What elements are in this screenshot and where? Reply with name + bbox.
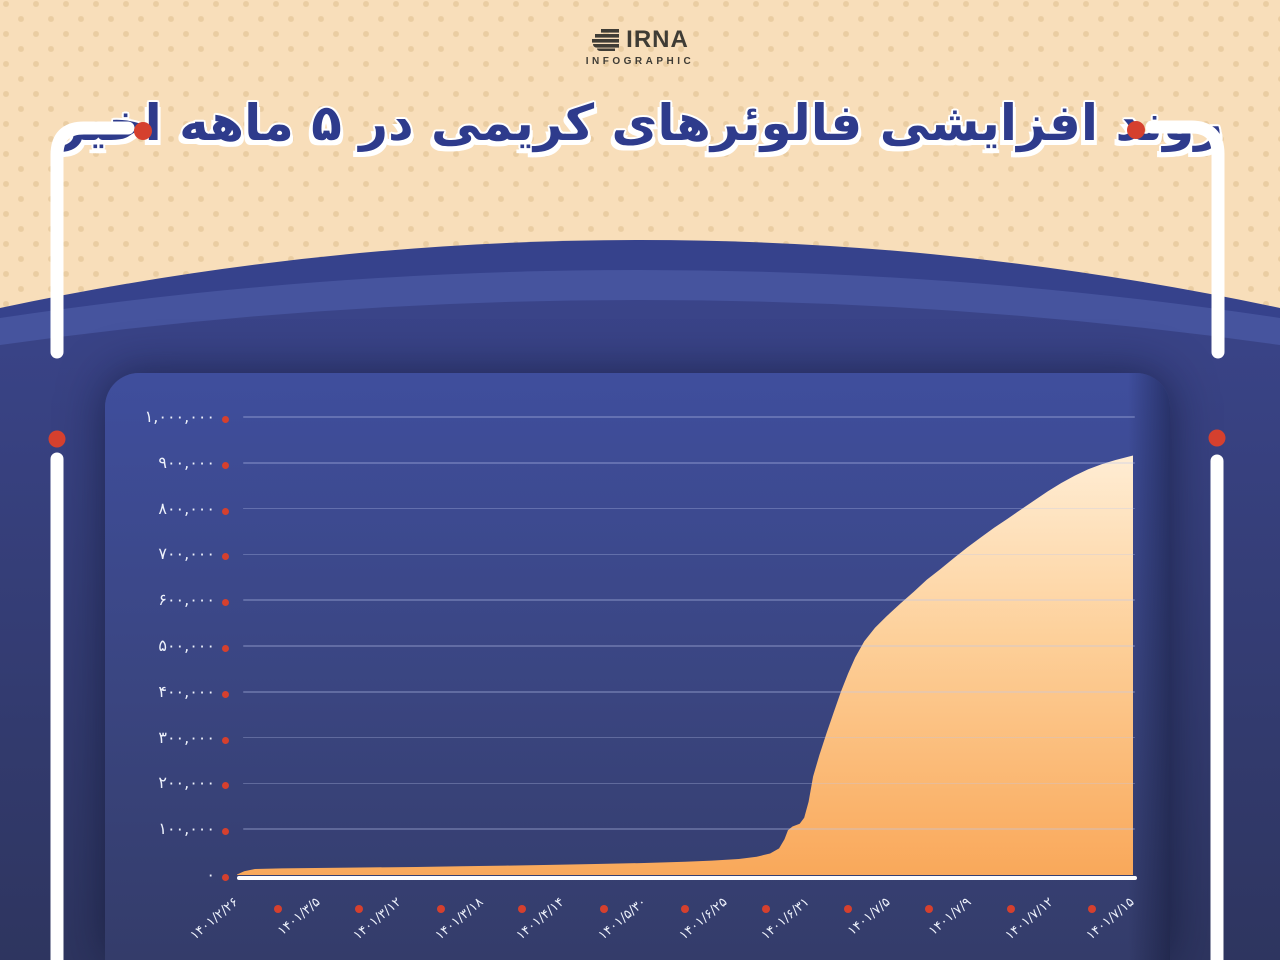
y-grid-line	[243, 782, 1135, 785]
y-grid-line	[243, 416, 1135, 418]
y-axis-label: ۹۰۰,۰۰۰	[158, 452, 215, 472]
y-grid-line	[243, 828, 1135, 830]
x-tick-dot	[925, 905, 934, 913]
y-axis-label: ۰	[206, 865, 215, 884]
x-axis-line	[237, 875, 1137, 880]
y-grid-line	[243, 462, 1135, 464]
y-grid-line	[243, 599, 1135, 601]
page-title: روند افزایشی فالوئرهای کریمی در ۵ ماهه ا…	[57, 94, 1223, 152]
y-tick-dot	[222, 782, 229, 790]
irna-logo: IRNA INFOGRAPHIC	[0, 26, 1280, 67]
y-tick-dot	[222, 690, 229, 698]
y-axis-label: ۳۰۰,۰۰۰	[158, 727, 215, 747]
x-tick-dot	[599, 905, 608, 913]
y-tick-dot	[222, 874, 229, 881]
y-axis-label: ۱,۰۰۰,۰۰۰	[144, 407, 215, 426]
x-tick-dot	[1088, 905, 1097, 913]
irna-logo-text: IRNA	[626, 26, 689, 53]
x-tick-dot	[1006, 905, 1015, 913]
title-left-dot	[134, 122, 152, 140]
y-axis-label: ۱۰۰,۰۰۰	[158, 819, 215, 839]
right-marker-dot	[1208, 429, 1226, 447]
x-tick-dot	[518, 905, 527, 913]
y-tick-dot	[222, 553, 229, 561]
y-axis-label: ۲۰۰,۰۰۰	[158, 773, 215, 793]
x-tick-dot	[681, 905, 689, 913]
y-grid-line	[243, 645, 1135, 647]
y-axis-label: ۵۰۰,۰۰۰	[158, 636, 215, 655]
y-grid-line	[243, 691, 1135, 693]
y-axis-label: ۴۰۰,۰۰۰	[158, 681, 215, 701]
y-grid-line	[243, 507, 1135, 510]
followers-area-path	[237, 455, 1133, 875]
x-tick-dot	[273, 905, 282, 913]
x-tick-dot	[355, 905, 364, 913]
x-tick-dot	[843, 905, 852, 913]
y-axis-label: ۷۰۰,۰۰۰	[158, 544, 215, 564]
y-tick-dot	[222, 599, 229, 607]
x-tick-dot	[762, 905, 771, 913]
irna-logo-icon	[591, 28, 621, 52]
y-grid-line	[243, 736, 1135, 739]
y-axis-label: ۸۰۰,۰۰۰	[158, 498, 215, 518]
right-bracket-line	[1145, 120, 1225, 359]
x-tick-dot	[436, 905, 445, 913]
y-tick-dot	[222, 736, 229, 744]
left-bracket-line	[50, 121, 135, 359]
left-marker-dot	[48, 430, 66, 448]
y-tick-dot	[222, 507, 229, 515]
y-tick-dot	[222, 461, 229, 469]
y-tick-dot	[222, 645, 229, 652]
y-tick-dot	[222, 828, 229, 836]
title-right-dot	[1127, 121, 1145, 139]
y-grid-line	[243, 553, 1135, 556]
irna-logo-subtitle: INFOGRAPHIC	[585, 56, 695, 67]
y-axis-label: ۶۰۰,۰۰۰	[158, 590, 215, 610]
y-tick-dot	[222, 416, 229, 423]
